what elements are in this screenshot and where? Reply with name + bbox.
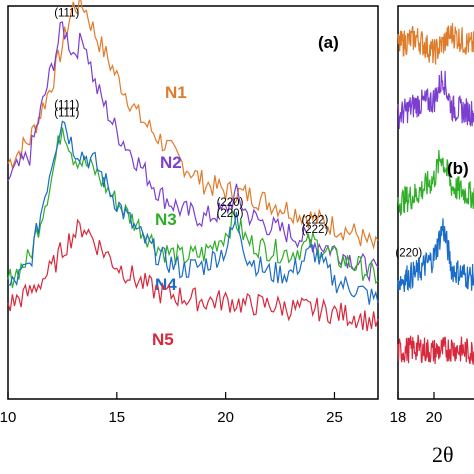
panel-b-label: (b) — [447, 159, 469, 178]
peak-annotation: (111) — [54, 100, 79, 112]
series-label-n3: N3 — [155, 210, 177, 229]
x-tick-label: 18 — [390, 409, 407, 426]
series-line-1-1 — [397, 70, 474, 130]
x-axis-title: 2θ — [432, 442, 454, 467]
panel-b-ticks: 18 20 — [390, 392, 443, 426]
series-line-1-4 — [397, 334, 474, 365]
peak-annotation: (222) — [301, 224, 328, 236]
series-line-n5 — [7, 218, 379, 332]
panel-a-label: (a) — [318, 33, 339, 52]
peak-annotation: (111) — [54, 107, 79, 119]
peak-annotation: (220) — [395, 247, 422, 259]
series-line-1-2 — [397, 150, 474, 217]
series-line-n2 — [7, 21, 379, 283]
panel-a-series: N1 N2 N3 N4 N5 — [7, 0, 379, 349]
series-line-n1 — [7, 0, 379, 250]
panel-a-annotations: (111)(111)(220)(222)(111)(220)(222) — [54, 8, 328, 236]
peak-annotation: (220) — [217, 208, 244, 220]
series-line-n4 — [7, 120, 379, 305]
series-label-n4: N4 — [155, 275, 177, 294]
series-line-n3 — [7, 127, 379, 288]
panel-b: 18 20 (220) (b) 2θ — [390, 5, 474, 467]
panel-a-frame — [7, 5, 379, 400]
x-tick-label: 20 — [426, 409, 443, 426]
panel-a-ticks: 10 15 20 25 — [0, 392, 343, 426]
x-tick-label: 15 — [108, 409, 125, 426]
x-tick-label: 25 — [326, 409, 343, 426]
peak-annotation: (111) — [54, 8, 79, 20]
peak-annotation: (220) — [217, 197, 244, 209]
series-label-n5: N5 — [152, 330, 174, 349]
x-tick-label: 20 — [217, 409, 234, 426]
series-label-n1: N1 — [165, 83, 187, 102]
series-line-1-3 — [397, 218, 474, 292]
panel-b-annotations: (220) — [395, 247, 422, 259]
peak-annotation: (222) — [301, 214, 328, 226]
series-label-n2: N2 — [160, 153, 182, 172]
x-tick-label: 10 — [0, 409, 16, 426]
panel-b-series — [397, 22, 474, 365]
series-line-1-0 — [397, 22, 474, 65]
